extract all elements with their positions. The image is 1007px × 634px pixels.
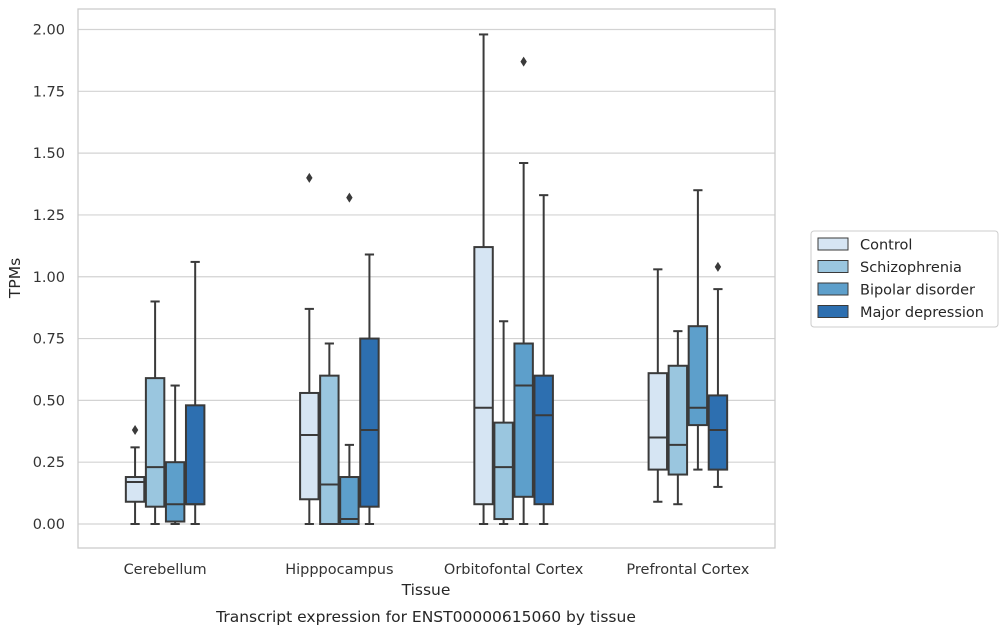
box-major-depression	[533, 194, 554, 525]
legend-swatch	[817, 305, 849, 318]
legend-label: Control	[860, 238, 912, 254]
box-bipolar-disorder	[164, 384, 186, 525]
box-control	[473, 33, 494, 525]
iqr-box	[124, 476, 146, 503]
iqr-box	[319, 374, 340, 525]
iqr-box	[184, 404, 206, 506]
box-schizophrenia	[493, 320, 514, 525]
box-control	[299, 172, 320, 525]
outlier-point	[346, 192, 353, 203]
iqr-box	[164, 461, 186, 523]
x-tick-label: Orbitofontal Cortex	[444, 562, 584, 578]
box-control	[647, 268, 669, 503]
box-bipolar-disorder	[339, 192, 360, 525]
chart-title: Transcript expression for ENST0000061506…	[215, 608, 636, 626]
x-tick-label: Prefrontal Cortex	[626, 562, 749, 578]
iqr-box	[339, 476, 360, 525]
y-tick-label: 1.00	[33, 270, 65, 286]
y-tick-label: 0.50	[33, 393, 65, 409]
iqr-box	[533, 374, 554, 506]
legend-swatch	[817, 282, 849, 296]
outlier-point	[306, 172, 313, 183]
box-major-depression	[359, 253, 380, 525]
y-tick-labels: 0.00 0.25 0.50 0.75 1.00 1.25 1.50 1.75 2.00	[33, 23, 65, 534]
legend-swatch	[817, 237, 849, 251]
iqr-box	[144, 377, 166, 508]
iqr-box	[299, 391, 320, 501]
box-bipolar-disorder	[687, 189, 709, 471]
legend: Control Schizophrenia Bipolar disorder Majo…	[810, 230, 999, 328]
outlier-point	[520, 56, 527, 67]
y-axis-label: TPMs	[6, 258, 24, 299]
x-tick-label: Hipppocampus	[285, 562, 393, 578]
y-tick-label: 0.75	[33, 332, 65, 348]
box-schizophrenia	[144, 300, 166, 525]
iqr-box	[687, 325, 709, 427]
y-tick-label: 0.25	[33, 455, 65, 471]
plot-frame	[77, 8, 776, 549]
iqr-box	[493, 421, 514, 521]
legend-label: Major depression	[860, 305, 984, 321]
box-major-depression	[184, 260, 206, 525]
y-tick-label: 1.50	[33, 146, 65, 162]
legend-swatch	[817, 260, 849, 273]
iqr-box	[707, 394, 729, 471]
legend-frame	[810, 230, 999, 328]
legend-label: Schizophrenia	[860, 260, 962, 276]
box-control	[124, 425, 146, 525]
x-tick-label: Cerebellum	[124, 562, 207, 578]
boxes	[124, 33, 729, 525]
x-axis-label: Tissue	[401, 581, 451, 599]
iqr-box	[473, 246, 494, 506]
y-tick-label: 0.00	[33, 517, 65, 533]
box-schizophrenia	[667, 330, 689, 506]
x-tick-labels: Cerebellum Hipppocampus Orbitofontal Corte…	[124, 562, 750, 578]
box-bipolar-disorder	[513, 56, 534, 525]
iqr-box	[359, 337, 380, 508]
box-schizophrenia	[319, 342, 340, 525]
box-major-depression	[707, 261, 729, 488]
iqr-box	[667, 364, 689, 476]
outlier-point	[131, 425, 139, 436]
iqr-box	[647, 372, 669, 471]
y-tick-label: 1.75	[33, 84, 65, 100]
iqr-box	[513, 342, 534, 498]
y-tick-label: 2.00	[33, 23, 65, 39]
y-tick-label: 1.25	[33, 208, 65, 224]
outlier-point	[714, 261, 722, 272]
legend-label: Bipolar disorder	[860, 283, 975, 299]
